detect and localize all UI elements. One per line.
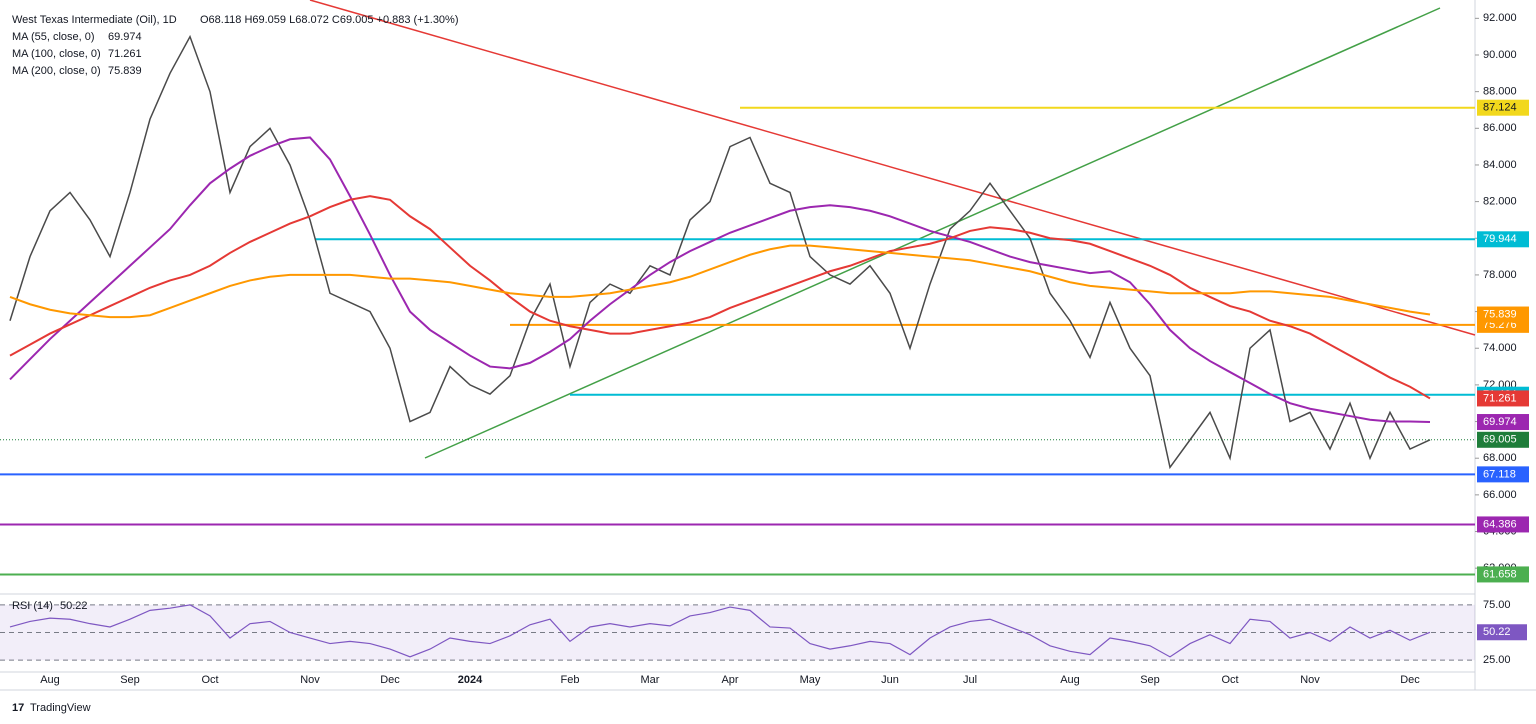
brand: TradingView	[30, 702, 91, 714]
level-tag-label: 87.124	[1483, 102, 1517, 114]
legend-name: MA (200, close, 0)	[12, 65, 101, 77]
level-tag	[1477, 516, 1529, 533]
legend-value: 75.839	[108, 65, 142, 77]
x-tick-label: Jun	[881, 674, 899, 686]
ma-tag	[1477, 306, 1529, 323]
legend-value: 71.261	[108, 48, 142, 60]
x-tick-label: May	[800, 674, 821, 686]
legend: West Texas Intermediate (Oil), 1D O68.118…	[12, 14, 459, 77]
legend-name: MA (100, close, 0)	[12, 48, 101, 60]
ma-tag	[1477, 414, 1529, 431]
level-tag	[1477, 99, 1529, 116]
legend-title: West Texas Intermediate (Oil), 1D	[12, 14, 177, 26]
y-tick-label: 68.000	[1483, 452, 1517, 464]
y-tick-label: 84.000	[1483, 159, 1517, 171]
price-line	[9, 34, 1431, 470]
x-tick-label: Oct	[201, 674, 218, 686]
x-tick-label: Apr	[721, 674, 738, 686]
legend-ohlc: O68.118 H69.059 L68.072 C69.005 +0.883 (…	[200, 14, 459, 26]
rsi-tag	[1477, 624, 1527, 641]
legend-name: MA (55, close, 0)	[12, 31, 95, 43]
level-tag-label: 67.118	[1483, 468, 1516, 480]
y-tick-label: 78.000	[1483, 269, 1517, 281]
ma-tag	[1477, 390, 1529, 407]
x-tick-label: Dec	[380, 674, 400, 686]
y-tick-label: 86.000	[1483, 122, 1517, 134]
ma-tag-label: 69.974	[1483, 416, 1517, 428]
logo-mark: 17	[12, 702, 24, 714]
x-tick-label: Mar	[641, 674, 660, 686]
moving-average	[9, 244, 1431, 319]
x-tick-label: Aug	[1060, 674, 1080, 686]
rsi-legend-value: 50.22	[60, 600, 88, 612]
ma-tag-label: 71.261	[1483, 392, 1517, 404]
x-tick-label: Dec	[1400, 674, 1420, 686]
level-tag-label: 79.944	[1483, 233, 1517, 245]
y-tick-label: 74.000	[1483, 342, 1517, 354]
y-tick-label: 90.000	[1483, 49, 1517, 61]
level-tag-label: 64.386	[1483, 518, 1517, 530]
rsi-legend: RSI (14)	[12, 600, 53, 612]
price-tag	[1477, 431, 1529, 448]
moving-average	[9, 136, 1431, 424]
trendline	[309, 0, 1476, 336]
rsi-line	[9, 604, 1431, 658]
y-tick-label: 66.000	[1483, 489, 1517, 501]
rsi-tick-label: 75.00	[1483, 599, 1511, 611]
x-tick-label: Feb	[561, 674, 580, 686]
rsi-tick-label: 25.00	[1483, 654, 1511, 666]
legend-value: 69.974	[108, 31, 142, 43]
y-tick-label: 88.000	[1483, 86, 1517, 98]
x-tick-label: Aug	[40, 674, 60, 686]
x-tick-label: Nov	[1300, 674, 1320, 686]
x-tick-label: Oct	[1221, 674, 1238, 686]
moving-average	[9, 195, 1431, 400]
x-tick-label: Sep	[120, 674, 140, 686]
level-tag	[1477, 231, 1529, 248]
y-tick-label: 82.000	[1483, 196, 1517, 208]
price-tag-label: 69.005	[1483, 434, 1517, 446]
level-tag	[1477, 466, 1529, 483]
x-tick-label: Nov	[300, 674, 320, 686]
x-tick-label: Jul	[963, 674, 977, 686]
level-tag	[1477, 566, 1529, 583]
x-tick-label: Sep	[1140, 674, 1160, 686]
rsi-tag-label: 50.22	[1483, 626, 1511, 638]
ma-tag-label: 75.839	[1483, 308, 1517, 320]
level-tag-label: 61.658	[1483, 568, 1517, 580]
y-tick-label: 92.000	[1483, 12, 1517, 24]
trendline	[424, 7, 1441, 459]
x-tick-label: 2024	[458, 674, 483, 686]
